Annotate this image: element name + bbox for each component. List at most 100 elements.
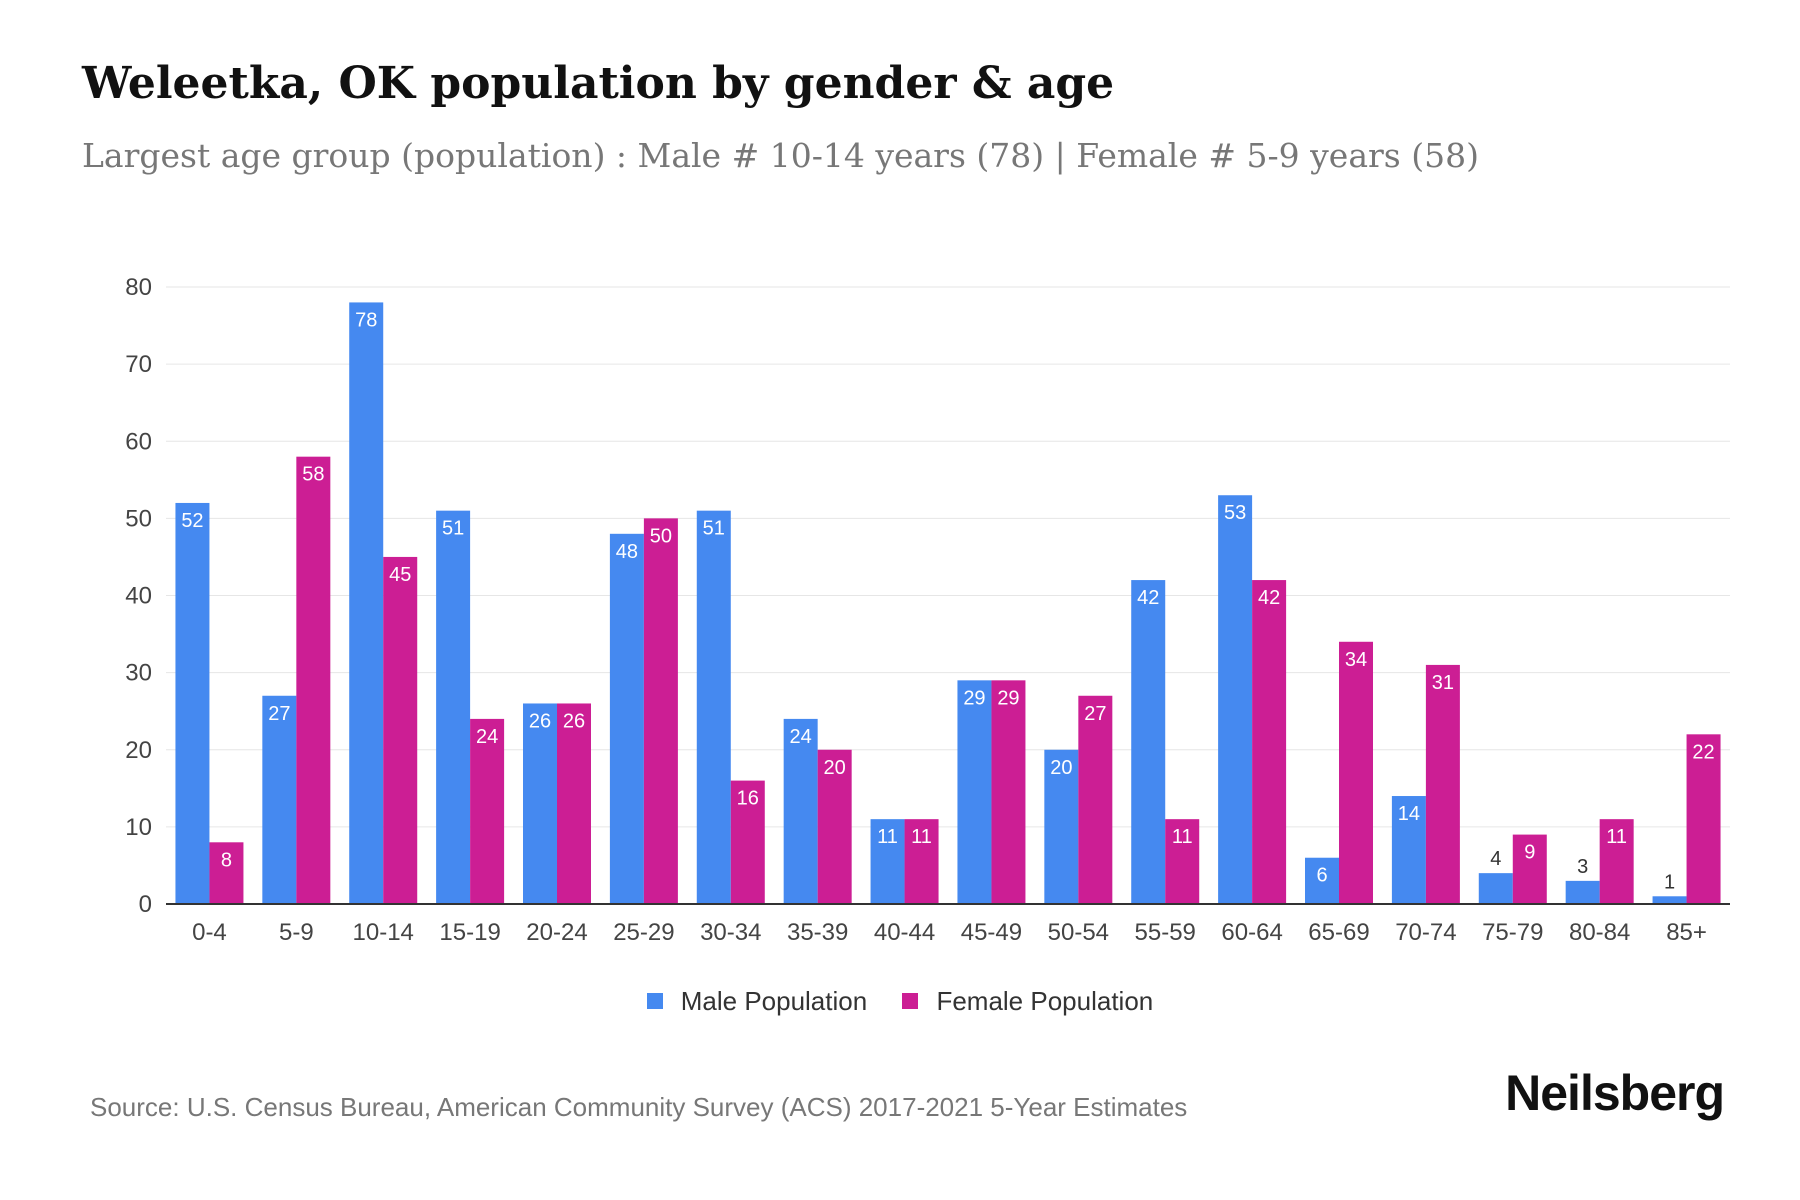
female-bar xyxy=(209,842,244,904)
y-tick-label: 80 xyxy=(125,274,152,301)
x-tick-label: 65-69 xyxy=(1308,919,1369,946)
y-tick-label: 20 xyxy=(125,737,152,764)
x-tick-label: 10-14 xyxy=(353,919,414,946)
female-data-label: 45 xyxy=(389,564,411,586)
male-data-label: 6 xyxy=(1316,865,1327,887)
y-tick-label: 30 xyxy=(125,660,152,687)
female-data-label: 11 xyxy=(911,826,932,848)
x-tick-label: 80-84 xyxy=(1569,919,1630,946)
male-bar xyxy=(957,680,992,904)
male-data-label: 53 xyxy=(1224,502,1246,524)
female-data-label: 34 xyxy=(1345,649,1367,671)
x-tick-label: 85+ xyxy=(1666,919,1707,946)
male-bar xyxy=(783,718,818,904)
female-data-label: 50 xyxy=(650,525,672,547)
female-bar xyxy=(904,819,939,904)
female-bar xyxy=(557,703,591,904)
y-tick-label: 0 xyxy=(139,891,152,918)
x-tick-label: 45-49 xyxy=(961,919,1022,946)
x-tick-label: 15-19 xyxy=(439,919,500,946)
x-tick-label: 0-4 xyxy=(192,919,227,946)
female-bar xyxy=(1425,664,1460,904)
male-bar xyxy=(1305,857,1339,904)
male-data-label: 4 xyxy=(1490,848,1501,870)
legend-item-male: Male Population xyxy=(646,985,868,1017)
female-data-label: 26 xyxy=(563,710,585,732)
x-tick-label: 50-54 xyxy=(1048,919,1109,946)
female-data-label: 20 xyxy=(824,757,846,779)
male-bar xyxy=(349,302,384,904)
x-tick-label: 60-64 xyxy=(1221,919,1282,946)
female-bar xyxy=(383,556,418,904)
female-data-label: 11 xyxy=(1172,826,1193,848)
x-tick-label: 35-39 xyxy=(787,919,848,946)
male-data-label: 24 xyxy=(790,726,812,748)
male-bar xyxy=(1044,749,1079,904)
female-bar xyxy=(817,749,852,904)
chart-title: Weleetka, OK population by gender & age xyxy=(82,58,1115,109)
y-tick-label: 70 xyxy=(125,351,152,378)
female-bar xyxy=(730,780,765,904)
female-bar xyxy=(1339,641,1373,904)
x-tick-label: 55-59 xyxy=(1135,919,1196,946)
male-bar xyxy=(1652,896,1687,904)
legend-swatch-male xyxy=(646,993,663,1009)
brand-logo: Neilsberg xyxy=(1505,1065,1725,1121)
male-bar xyxy=(523,703,557,904)
male-data-label: 3 xyxy=(1577,856,1588,878)
female-bar xyxy=(1165,819,1200,904)
male-bar xyxy=(175,502,210,904)
female-data-label: 24 xyxy=(476,726,498,748)
female-bar xyxy=(1686,734,1721,904)
legend: Male Population Female Population xyxy=(0,985,1800,1017)
male-bar xyxy=(1218,495,1253,904)
female-bar xyxy=(1078,695,1113,904)
x-tick-label: 30-34 xyxy=(700,919,761,946)
female-data-label: 8 xyxy=(221,849,232,871)
male-data-label: 14 xyxy=(1398,803,1420,825)
male-data-label: 27 xyxy=(268,703,290,725)
legend-label-male: Male Population xyxy=(680,985,868,1016)
y-tick-label: 40 xyxy=(125,583,152,610)
male-data-label: 52 xyxy=(181,510,203,532)
female-bar xyxy=(296,456,331,904)
female-data-label: 27 xyxy=(1084,703,1106,725)
x-tick-label: 70-74 xyxy=(1395,919,1456,946)
gridlines xyxy=(166,286,1730,828)
male-bar xyxy=(1391,796,1426,904)
female-data-label: 31 xyxy=(1432,672,1454,694)
legend-label-female: Female Population xyxy=(936,985,1154,1016)
x-axis-ticks: 0-4 5-9 10-14 15-19 20-24 25-29 30-34 35-39 40-4… xyxy=(192,919,1707,946)
female-bar xyxy=(470,718,505,904)
y-axis-ticks: 0 10 20 30 40 50 60 70 80 xyxy=(125,274,152,918)
male-data-label: 78 xyxy=(355,309,377,331)
female-bar xyxy=(1252,580,1287,904)
x-tick-label: 5-9 xyxy=(279,919,314,946)
bars xyxy=(175,302,1721,904)
y-tick-label: 10 xyxy=(125,814,152,841)
female-data-label: 29 xyxy=(997,687,1019,709)
y-tick-label: 60 xyxy=(125,428,152,455)
male-bar xyxy=(436,510,471,904)
female-bar xyxy=(643,518,678,904)
x-tick-label: 75-79 xyxy=(1482,919,1543,946)
female-data-label: 16 xyxy=(737,788,759,810)
source-note: Source: U.S. Census Bureau, American Com… xyxy=(90,1092,1188,1122)
male-bar xyxy=(696,510,731,904)
male-bar xyxy=(870,819,905,904)
female-data-label: 42 xyxy=(1258,587,1280,609)
x-tick-label: 40-44 xyxy=(874,919,935,946)
x-tick-label: 25-29 xyxy=(613,919,674,946)
female-data-label: 11 xyxy=(1606,826,1627,848)
x-tick-label: 20-24 xyxy=(526,919,587,946)
male-bar xyxy=(1131,580,1166,904)
female-data-label: 22 xyxy=(1692,741,1714,763)
y-tick-label: 50 xyxy=(125,505,152,532)
male-bar xyxy=(1478,873,1513,904)
male-data-label: 51 xyxy=(442,518,464,540)
male-bar xyxy=(609,533,644,904)
male-data-label: 1 xyxy=(1664,871,1675,893)
male-data-label: 48 xyxy=(616,541,638,563)
